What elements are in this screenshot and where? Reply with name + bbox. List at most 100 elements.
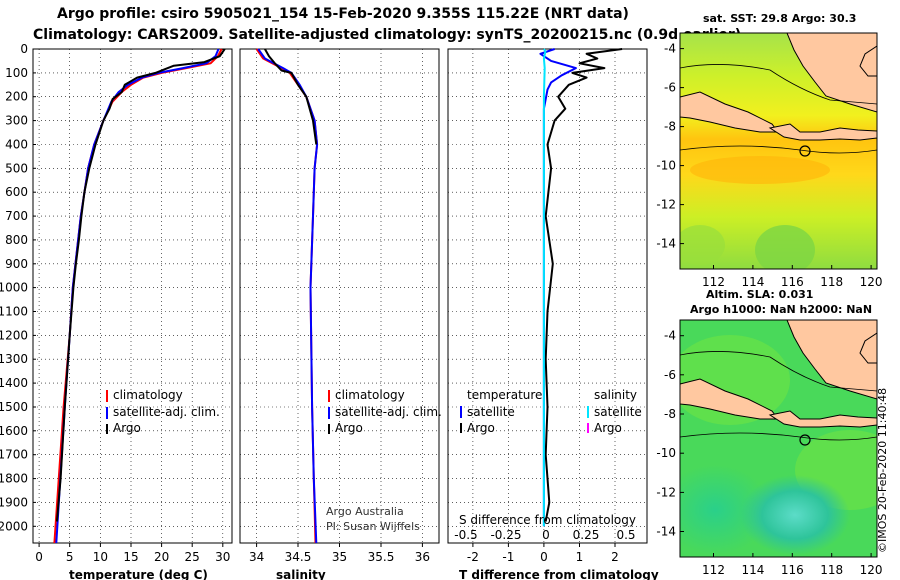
s-tick-label: 0.25 [573,528,600,542]
land-nusa-tenggara [768,123,877,141]
y-tick-label: 1200 [0,328,28,342]
legend-label-satellite: satellite-adj. clim. [113,405,220,419]
map-y-tick-label: -14 [656,525,676,539]
map-x-tick-label: 114 [741,275,764,289]
map-x-tick-label: 118 [820,563,843,577]
argo-position-marker [799,434,811,446]
legend-label-argo-sal: Argo [594,421,622,435]
sla-map-subtitle: Altim. SLA: 0.031 [706,288,814,301]
x-tick-label: 36 [415,550,430,564]
s-tick-label: 0.5 [616,528,635,542]
legend-label-argo: Argo [335,421,363,435]
temperature-plot-frame [32,48,233,544]
salinity-plot-frame [239,48,440,544]
map-x-tick-label: 112 [702,275,725,289]
data-layer [53,48,623,544]
x-tick-label: 10 [93,550,108,564]
legend-heading-temperature: temperature [467,388,542,402]
legend-label-satellite: satellite-adj. clim. [335,405,442,419]
y-tick-label: 1300 [0,352,28,366]
y-tick-label: 2000 [0,519,28,533]
series-line-argo [55,48,226,522]
land-java [680,378,779,420]
land-sulawesi [859,332,877,364]
series-line-satellite-adj-clim- [257,48,319,544]
x-axis-label: salinity [276,568,326,580]
land-sulawesi [859,45,877,77]
legend-heading-salinity: salinity [594,388,637,402]
series-line-satellite-salinity- [542,48,547,527]
legend-label-climatology: climatology [335,388,405,402]
legend-label-climatology: climatology [113,388,183,402]
series-line-climatology [255,48,319,544]
map-y-tick-label: -14 [656,237,676,251]
difference-plot-frame [447,48,648,544]
x-tick-label: 2 [611,550,619,564]
sla-map-frame [679,319,878,558]
x-tick-label: 15 [123,550,138,564]
y-tick-label: 800 [5,233,28,247]
map-y-tick-label: -6 [664,81,676,95]
difference-legend: temperature satellite Argo salinity sate… [459,388,642,527]
y-tick-label: 200 [5,90,28,104]
s-tick-label: -0.5 [454,528,477,542]
y-tick-label: 400 [5,138,28,152]
map-axis-layer: 112 114 116 118 120 -4 -6 -8 -10 -12 -14 112 114 116 1… [656,42,882,577]
x-tick-label: 20 [154,550,169,564]
land-borneo [786,320,877,400]
map-x-tick-label: 120 [860,275,883,289]
map-y-tick-label: -12 [656,485,676,499]
series-line-argo-temperature- [544,48,623,522]
y-tick-label: 1600 [0,424,28,438]
bathymetry-contour [680,351,877,441]
sst-map [680,33,877,269]
sla-map-title: Argo h1000: NaN h2000: NaN [690,303,873,316]
y-tick-label: 600 [5,185,28,199]
salinity-legend: climatology satellite-adj. clim. Argo Ar… [326,388,442,533]
x-tick-label: 5 [66,550,74,564]
sst-map-title: sat. SST: 29.8 Argo: 30.3 [703,12,857,25]
land-nusa-tenggara [768,410,877,428]
map-y-tick-label: -4 [664,329,676,343]
map-y-tick-label: -12 [656,198,676,212]
map-y-tick-label: -4 [664,42,676,56]
x-tick-label: 35.5 [368,550,395,564]
x-tick-label: 1 [576,550,584,564]
y-tick-label: 1100 [0,305,28,319]
y-tick-label: 1800 [0,472,28,486]
x-tick-label: 25 [185,550,200,564]
legend-label-argo-temp: Argo [467,421,495,435]
s-tick-label: -0.25 [490,528,521,542]
map-x-tick-label: 116 [781,563,804,577]
x-tick-label: 30 [215,550,230,564]
y-tick-label: 1400 [0,376,28,390]
map-x-tick-label: 114 [741,563,764,577]
sla-map [680,320,877,557]
series-line-satellite-adj-clim- [55,48,220,544]
x-axis-label: T difference from climatology [459,568,659,580]
y-tick-label: 1700 [0,448,28,462]
series-line-climatology [53,48,223,544]
sst-map-frame [679,32,878,270]
sst-cool-patch [755,225,815,269]
x-tick-label: -1 [502,550,514,564]
map-x-tick-label: 120 [860,563,883,577]
map-y-tick-label: -8 [664,120,676,134]
figure-title-line1: Argo profile: csiro 5905021_154 15-Feb-2… [57,6,629,22]
x-tick-label: 35 [332,550,347,564]
map-y-tick-label: -10 [656,159,676,173]
map-y-tick-label: -10 [656,446,676,460]
s-tick-label: 0 [542,528,550,542]
series-line-argo [264,48,318,145]
land-borneo [786,33,877,113]
pi-note: PI: Susan Wijffels [326,520,420,533]
map-x-tick-label: 118 [820,275,843,289]
figure-title-line2: Climatology: CARS2009. Satellite-adjuste… [33,27,742,43]
argo-australia-note: Argo Australia [326,505,404,518]
x-tick-label: 0 [35,550,43,564]
y-tick-label: 500 [5,161,28,175]
y-tick-label: 700 [5,209,28,223]
sla-patch [740,475,850,555]
